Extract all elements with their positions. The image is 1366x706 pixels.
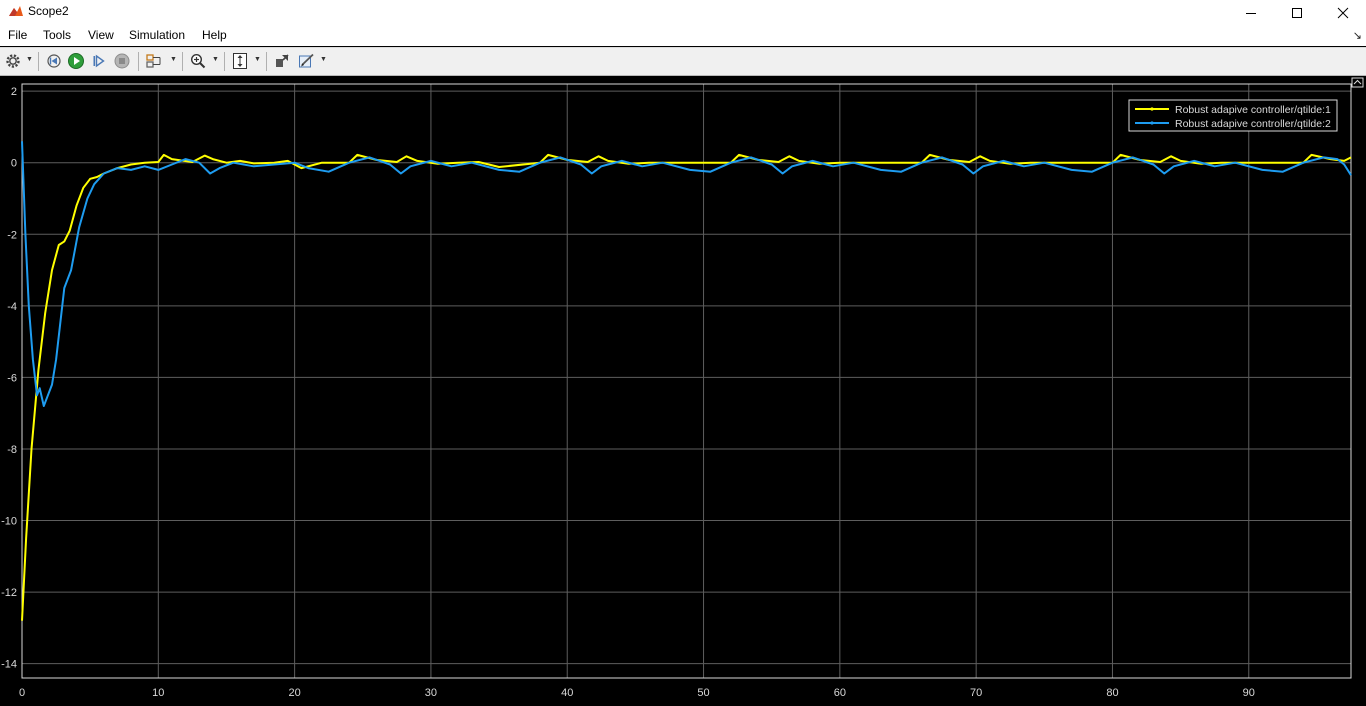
minimize-button[interactable] [1228, 0, 1274, 26]
step-forward-button[interactable] [89, 52, 109, 70]
legend-label-1: Robust adapive controller/qtilde:1 [1175, 104, 1331, 116]
step-forward-icon [93, 54, 105, 68]
highlight-block-button[interactable] [272, 52, 292, 70]
style-dropdown-icon[interactable]: ▼ [320, 56, 327, 63]
close-icon [1337, 7, 1349, 19]
x-tick-label: 30 [425, 687, 437, 699]
settings-dropdown-icon[interactable]: ▼ [26, 56, 33, 63]
y-tick-label: 0 [11, 158, 17, 170]
menu-bar: File Tools View Simulation Help ↘ [0, 26, 1366, 46]
x-tick-label: 50 [697, 687, 709, 699]
step-back-button[interactable] [44, 52, 64, 70]
minimize-icon [1246, 13, 1256, 14]
x-tick-label: 10 [152, 687, 164, 699]
toolbar: ▼ ▼ [0, 47, 1366, 76]
y-tick-label: -8 [7, 444, 17, 456]
x-tick-label: 60 [834, 687, 846, 699]
menu-file[interactable]: File [8, 28, 28, 42]
y-tick-label: -6 [7, 372, 17, 384]
legend-toggle-arrow-icon [1353, 79, 1362, 85]
y-tick-label: -2 [7, 229, 17, 241]
zoom-button[interactable] [188, 52, 208, 70]
autoscale-button[interactable] [230, 52, 250, 70]
menu-simulation[interactable]: Simulation [129, 28, 186, 42]
axes-box [21, 83, 1352, 679]
x-tick-label: 70 [970, 687, 982, 699]
toolbar-separator [224, 52, 225, 71]
autoscale-icon [233, 53, 247, 69]
y-tick-label: -10 [1, 516, 17, 528]
x-tick-label: 40 [561, 687, 573, 699]
legend-toggle-icon[interactable] [1351, 77, 1364, 88]
maximize-button[interactable] [1274, 0, 1320, 26]
y-tick-label: 2 [11, 86, 17, 98]
highlight-block-icon [276, 54, 289, 67]
signal-select-dropdown-icon[interactable]: ▼ [170, 56, 177, 63]
y-tick-label: -14 [1, 659, 17, 671]
y-tick-label: -12 [1, 587, 17, 599]
zoom-dropdown-icon[interactable]: ▼ [212, 56, 219, 63]
scope-plot[interactable]: 0 10 20 30 40 50 60 70 80 9020-2-4-6-8-10-12-14Ro… [0, 76, 1366, 706]
title-bar: Scope2 [0, 0, 1366, 26]
x-tick-label: 90 [1243, 687, 1255, 699]
style-button[interactable] [297, 52, 317, 70]
autoscale-dropdown-icon[interactable]: ▼ [254, 56, 261, 63]
series-line-2 [21, 141, 1352, 407]
style-icon [299, 53, 314, 68]
toolbar-separator [266, 52, 267, 71]
toolbar-separator [182, 52, 183, 71]
signal-select-icon [146, 54, 161, 68]
x-tick-label: 0 [19, 687, 25, 699]
gear-icon [6, 54, 20, 68]
settings-button[interactable] [3, 52, 23, 70]
legend-label-2: Robust adapive controller/qtilde:2 [1175, 118, 1331, 130]
dock-arrow-icon[interactable]: ↘ [1352, 30, 1362, 42]
menu-help[interactable]: Help [202, 28, 227, 42]
matlab-app-icon [9, 6, 23, 16]
y-tick-label: -4 [7, 301, 17, 313]
stop-icon [114, 53, 130, 69]
rewind-icon [47, 54, 61, 68]
signal-select-button[interactable] [145, 52, 165, 70]
run-icon [68, 53, 84, 69]
legend-marker-1 [1150, 107, 1154, 111]
toolbar-separator [138, 52, 139, 71]
zoom-in-icon [190, 53, 206, 69]
maximize-icon [1292, 8, 1302, 18]
x-tick-label: 20 [288, 687, 300, 699]
plot-background [0, 76, 1366, 706]
legend-marker-2 [1150, 121, 1154, 125]
legend-box [1128, 99, 1338, 132]
menu-tools[interactable]: Tools [43, 28, 72, 42]
toolbar-separator [38, 52, 39, 71]
close-button[interactable] [1320, 0, 1366, 26]
menu-view[interactable]: View [88, 28, 114, 42]
window-title: Scope2 [28, 4, 69, 18]
run-button[interactable] [66, 52, 86, 70]
stop-button[interactable] [112, 52, 132, 70]
x-tick-label: 80 [1106, 687, 1118, 699]
